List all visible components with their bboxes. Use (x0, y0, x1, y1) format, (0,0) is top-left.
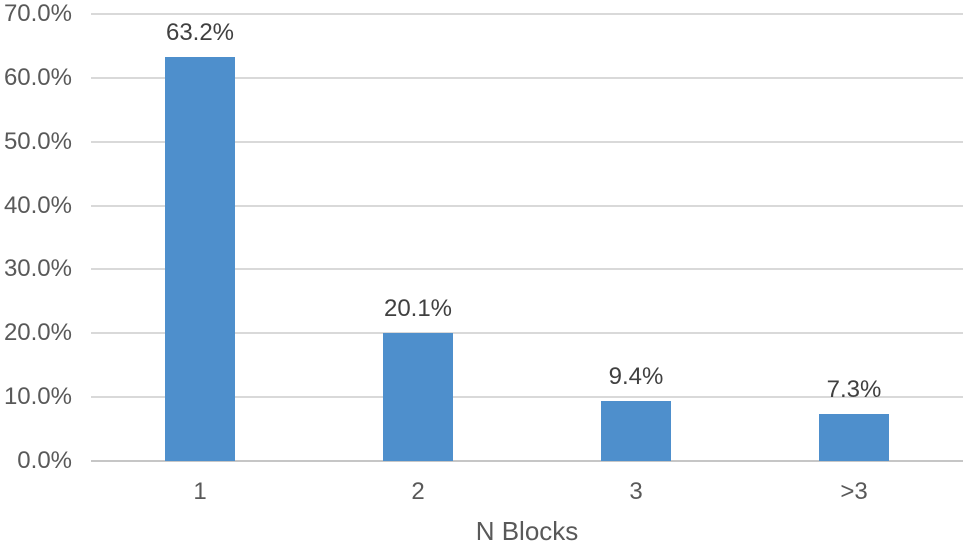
plot-area: 63.2% 20.1% 9.4% 7.3% (91, 13, 963, 462)
x-tick-label: 3 (629, 478, 643, 505)
gridline (91, 268, 963, 271)
gridline (91, 76, 963, 79)
bar-2 (383, 332, 453, 461)
bar-3 (601, 400, 671, 461)
x-tick-label: 1 (193, 478, 207, 505)
y-tick-label: 30.0% (3, 255, 72, 283)
y-tick-label: 50.0% (3, 127, 72, 155)
gridline (91, 204, 963, 207)
x-tick-label: 2 (411, 478, 425, 505)
x-axis-line (91, 460, 963, 462)
y-tick-label: 70.0% (3, 0, 72, 27)
gridline (91, 332, 963, 335)
y-tick-label: 0.0% (17, 447, 72, 474)
data-label: 63.2% (165, 19, 235, 47)
x-tick-label: >3 (840, 478, 868, 505)
y-tick-label: 20.0% (3, 319, 72, 347)
data-label: 9.4% (608, 362, 664, 390)
gridline (91, 396, 963, 399)
y-tick-label: 40.0% (3, 191, 72, 219)
y-tick-label: 60.0% (3, 63, 72, 91)
gridline (91, 13, 963, 15)
bar-1 (165, 57, 235, 461)
data-label: 7.3% (826, 376, 882, 404)
data-label: 20.1% (383, 294, 453, 322)
x-axis-title: N Blocks (475, 516, 579, 546)
y-tick-label: 10.0% (3, 383, 72, 411)
bar->3 (819, 414, 889, 461)
gridline (91, 140, 963, 143)
